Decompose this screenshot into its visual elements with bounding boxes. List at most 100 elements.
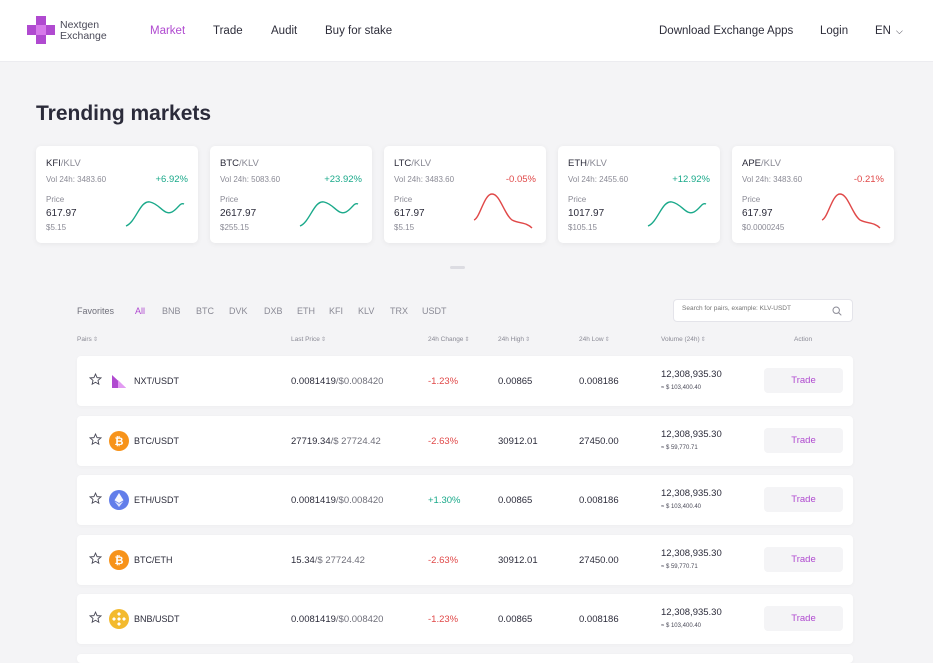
trade-button[interactable]: Trade <box>764 547 843 572</box>
sort-icon: ⇕ <box>92 337 98 343</box>
star-icon[interactable] <box>89 373 102 386</box>
bnb-icon <box>109 609 129 629</box>
nav-trade[interactable]: Trade <box>213 25 243 37</box>
high-value: 30912.01 <box>498 436 538 447</box>
filter-all[interactable]: All <box>135 306 146 316</box>
card-usd-price: $5.15 <box>394 223 415 232</box>
trending-card[interactable]: BTC/KLV Vol 24h: 5083.60 +23.92% Price 2… <box>210 146 372 243</box>
low-value: 27450.00 <box>579 555 619 566</box>
sparkline-up <box>299 201 359 227</box>
filter-favorites[interactable]: Favorites <box>77 306 115 316</box>
star-icon[interactable] <box>89 433 102 446</box>
header-last-price[interactable]: Last Price⇕ <box>291 336 326 343</box>
last-price: 15.34/$ 27724.42 <box>291 555 365 566</box>
table-row[interactable]: ₿ BTC/USDT 27719.34/$ 27724.42 -2.63% 30… <box>77 416 853 466</box>
card-pair: BTC/KLV <box>220 158 259 169</box>
card-change: +6.92% <box>155 174 189 185</box>
trade-button[interactable]: Trade <box>764 368 843 393</box>
table-row-partial[interactable] <box>77 654 853 663</box>
header-24h-low[interactable]: 24h Low⇕ <box>579 336 610 343</box>
language-selector[interactable]: EN ⌵ <box>875 25 903 37</box>
card-volume: Vol 24h: 3483.60 <box>394 175 455 184</box>
card-price: 617.97 <box>394 208 425 219</box>
card-quote: /KLV <box>60 158 81 169</box>
last-price: 0.0081419/$0.008420 <box>291 614 383 625</box>
nav-audit[interactable]: Audit <box>271 25 298 37</box>
filter-btc[interactable]: BTC <box>196 306 214 316</box>
trade-button[interactable]: Trade <box>764 606 843 631</box>
card-volume: Vol 24h: 3483.60 <box>46 175 107 184</box>
table-row[interactable]: NXT/USDT 0.0081419/$0.008420 -1.23% 0.00… <box>77 356 853 406</box>
last-price: 0.0081419/$0.008420 <box>291 495 383 506</box>
trending-card[interactable]: KFI/KLV Vol 24h: 3483.60 +6.92% Price 61… <box>36 146 198 243</box>
trade-button[interactable]: Trade <box>764 428 843 453</box>
page-title: Trending markets <box>36 102 212 125</box>
card-quote: /KLV <box>411 158 432 169</box>
card-base: BTC <box>220 158 239 169</box>
trending-card[interactable]: ETH/KLV Vol 24h: 2455.60 +12.92% Price 1… <box>558 146 720 243</box>
card-price-label: Price <box>394 195 413 204</box>
filter-bnb[interactable]: BNB <box>162 306 181 316</box>
star-icon[interactable] <box>89 552 102 565</box>
high-value: 0.00865 <box>498 495 533 506</box>
filter-usdt[interactable]: USDT <box>422 306 447 316</box>
last-price-usd: /$0.008420 <box>335 495 384 506</box>
search-input[interactable] <box>682 305 827 312</box>
card-volume: Vol 24h: 3483.60 <box>742 175 803 184</box>
sort-icon: ⇕ <box>604 337 610 343</box>
volume-value: 12,308,935.30 <box>661 488 722 499</box>
chevron-down-icon: ⌵ <box>895 26 903 36</box>
nav-buy-for-stake[interactable]: Buy for stake <box>325 25 393 37</box>
download-apps-link[interactable]: Download Exchange Apps <box>659 25 794 37</box>
filter-kfi[interactable]: KFI <box>329 306 344 316</box>
card-quote: /KLV <box>761 158 781 169</box>
login-link[interactable]: Login <box>820 25 849 37</box>
card-volume: Vol 24h: 5083.60 <box>220 175 281 184</box>
card-price-label: Price <box>46 195 65 204</box>
card-change: -0.05% <box>505 174 536 185</box>
header-24h-high[interactable]: 24h High⇕ <box>498 336 530 343</box>
header-24h-change[interactable]: 24h Change⇕ <box>428 336 469 343</box>
change-value: -2.63% <box>428 436 459 447</box>
trending-card[interactable]: APE/KLV Vol 24h: 3483.60 -0.21% Price 61… <box>732 146 894 243</box>
card-usd-price: $255.15 <box>220 223 249 232</box>
star-icon[interactable] <box>89 492 102 505</box>
last-price-value: 15.34 <box>291 555 315 566</box>
search-icon[interactable] <box>832 306 842 316</box>
last-price-usd: /$0.008420 <box>335 376 384 387</box>
volume-usd: ≈ $ 59,770.71 <box>661 445 698 451</box>
star-icon[interactable] <box>89 611 102 624</box>
filter-trx[interactable]: TRX <box>390 306 408 316</box>
volume-usd: ≈ $ 59,770.71 <box>661 564 698 570</box>
svg-text:₿: ₿ <box>115 436 124 448</box>
last-price-usd: /$ 27724.42 <box>314 555 365 566</box>
header-pairs[interactable]: Pairs⇕ <box>77 336 98 343</box>
nextgen-logo-icon[interactable] <box>27 16 55 44</box>
carousel-indicator[interactable] <box>450 266 465 269</box>
nav-market[interactable]: Market <box>150 25 186 37</box>
high-value: 0.00865 <box>498 614 533 625</box>
trade-button[interactable]: Trade <box>764 487 843 512</box>
language-label: EN <box>875 25 891 37</box>
filter-eth[interactable]: ETH <box>297 306 315 316</box>
table-row[interactable]: ETH/USDT 0.0081419/$0.008420 +1.30% 0.00… <box>77 475 853 525</box>
card-volume: Vol 24h: 2455.60 <box>568 175 629 184</box>
filter-dvk[interactable]: DVK <box>229 306 248 316</box>
top-header: Nextgen Exchange Market Trade Audit Buy … <box>0 0 933 62</box>
table-row[interactable]: BNB/USDT 0.0081419/$0.008420 -1.23% 0.00… <box>77 594 853 644</box>
filter-klv[interactable]: KLV <box>358 306 375 316</box>
sparkline-down <box>821 193 881 229</box>
table-row[interactable]: ₿ BTC/ETH 15.34/$ 27724.42 -2.63% 30912.… <box>77 535 853 585</box>
volume-value: 12,308,935.30 <box>661 429 722 440</box>
header-volume[interactable]: Volume (24h)⇕ <box>661 336 706 343</box>
card-price-label: Price <box>568 195 587 204</box>
change-value: +1.30% <box>428 495 461 506</box>
card-price: 1017.97 <box>568 208 605 219</box>
sort-icon: ⇕ <box>700 337 706 343</box>
volume-value: 12,308,935.30 <box>661 369 722 380</box>
trending-card[interactable]: LTC/KLV Vol 24h: 3483.60 -0.05% Price 61… <box>384 146 546 243</box>
sort-icon: ⇕ <box>525 337 531 343</box>
pair-name: BTC/USDT <box>134 436 179 446</box>
filter-dxb[interactable]: DXB <box>264 306 283 316</box>
high-value: 30912.01 <box>498 555 538 566</box>
